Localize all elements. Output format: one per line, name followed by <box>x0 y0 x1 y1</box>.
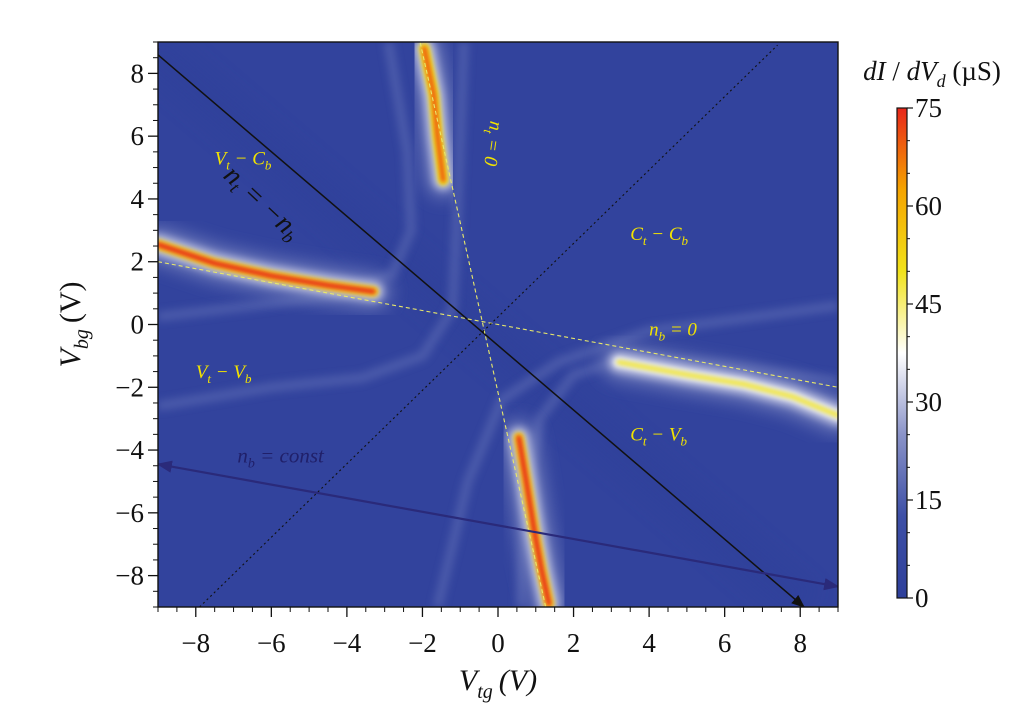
label-nt-eq-0-part-2: = 0 <box>479 133 504 168</box>
x-axis-title-unit: (V) <box>499 664 537 697</box>
x-tick-label: −8 <box>181 628 210 658</box>
region-label-ct-vb-part-4: b <box>680 434 687 449</box>
region-label-vt-cb-part-3: C <box>252 148 265 169</box>
region-label-ct-cb-part-2: − <box>647 224 669 245</box>
region-label-vt-vb: Vt − Vb <box>196 362 252 386</box>
label-nt-eq-0: nt = 0 <box>476 119 506 167</box>
colorbar-title-dv: dV <box>907 56 941 86</box>
label-nb-const-part-1: b <box>248 457 255 472</box>
region-label-vt-vb-part-4: b <box>245 371 252 386</box>
label-nb-eq-0-part-2: = 0 <box>665 319 697 340</box>
label-nb-eq-0-part-0: n <box>649 319 659 340</box>
region-label-ct-cb-part-3: C <box>669 224 682 245</box>
colorbar-gradient <box>896 107 908 599</box>
y-axis-title-unit: (V) <box>54 282 87 324</box>
label-nb-const: nb = const <box>237 444 325 472</box>
colorbar-tick-label: 45 <box>915 289 942 319</box>
region-label-ct-cb-part-0: C <box>630 224 643 245</box>
region-label-ct-cb-part-4: b <box>682 233 689 248</box>
x-axis: −8 −6 −4 −2 0 2 4 6 8 <box>157 607 839 658</box>
colorbar: 0 15 30 45 60 75 dI / dVd (µS) <box>863 56 1001 613</box>
y-tick-label: −2 <box>115 372 144 402</box>
region-label-ct-vb: Ct − Vb <box>630 425 687 449</box>
y-tick-label: 0 <box>131 310 145 340</box>
x-axis-title-subscript: tg <box>477 681 493 703</box>
y-tick-label: 6 <box>131 121 145 151</box>
colorbar-title-slash: / <box>886 56 907 86</box>
guide-lines <box>158 42 838 607</box>
y-axis-title-symbol: V <box>54 345 87 367</box>
colorbar-ticks: 0 15 30 45 60 75 <box>907 93 942 613</box>
x-tick-label: −6 <box>257 628 286 658</box>
label-nb-eq-0: nb = 0 <box>649 319 697 343</box>
line-diag-dotted <box>199 44 778 607</box>
y-axis: −8 −6 −4 −2 0 2 4 6 8 <box>115 41 158 608</box>
colorbar-tick-label: 60 <box>915 191 942 221</box>
x-tick-label: 6 <box>718 628 732 658</box>
colorbar-title-di: dI <box>863 56 888 86</box>
colorbar-title: dI / dVd (µS) <box>863 56 1001 91</box>
colorbar-tick-label: 30 <box>915 387 942 417</box>
label-nb-const-part-0: n <box>237 444 248 468</box>
x-tick-label: 4 <box>642 628 656 658</box>
region-label-vt-cb-part-4: b <box>265 157 272 172</box>
x-tick-label: −2 <box>408 628 437 658</box>
x-tick-label: 8 <box>793 628 807 658</box>
x-axis-title-symbol: V <box>459 664 481 697</box>
label-nb-const-part-2: = const <box>255 444 325 468</box>
colorbar-title-subscript: d <box>937 71 947 91</box>
colorbar-title-unit: (µS) <box>946 56 1001 86</box>
region-label-vt-cb: Vt − Cb <box>215 148 272 172</box>
line-n-b-eq-0 <box>158 261 838 388</box>
x-tick-label: 2 <box>567 628 581 658</box>
x-tick-label: −4 <box>333 628 362 658</box>
y-tick-label: 4 <box>131 184 145 214</box>
region-label-vt-vb-part-0: V <box>196 362 210 383</box>
region-label-vt-vb-part-2: − <box>211 362 233 383</box>
label-nt-eq-0-part-0: n <box>484 120 506 132</box>
colorbar-tick-label: 75 <box>915 93 942 123</box>
y-tick-label: −8 <box>115 561 144 591</box>
region-label-ct-vb-part-0: C <box>630 425 643 446</box>
region-label-vt-vb-part-1: t <box>207 371 211 386</box>
region-label-ct-cb: Ct − Cb <box>630 224 688 248</box>
line-n-b-const <box>158 460 838 591</box>
y-tick-label: 2 <box>131 247 145 277</box>
colorbar-tick-label: 15 <box>915 485 942 515</box>
y-tick-label: 8 <box>131 58 145 88</box>
label-nt-eq-0-part-1: t <box>481 129 496 135</box>
label-nb-eq-0-part-1: b <box>659 328 666 343</box>
region-label-vt-vb-part-3: V <box>233 362 247 383</box>
y-axis-title-subscript: bg <box>71 329 93 349</box>
x-axis-title: Vtg (V) <box>459 664 537 703</box>
region-label-ct-vb-part-3: V <box>669 425 683 446</box>
y-axis-title: Vbg (V) <box>54 282 93 368</box>
region-label-vt-cb-part-2: − <box>230 148 252 169</box>
x-tick-label: 0 <box>491 628 505 658</box>
colorbar-tick-label: 0 <box>915 583 929 613</box>
region-label-vt-cb-part-0: V <box>215 148 229 169</box>
y-tick-label: −6 <box>115 498 144 528</box>
region-label-ct-cb-part-1: t <box>643 233 647 248</box>
region-label-vt-cb-part-1: t <box>226 157 230 172</box>
region-label-ct-vb-part-2: − <box>647 425 669 446</box>
region-label-ct-vb-part-1: t <box>643 434 647 449</box>
y-tick-label: −4 <box>115 435 144 465</box>
